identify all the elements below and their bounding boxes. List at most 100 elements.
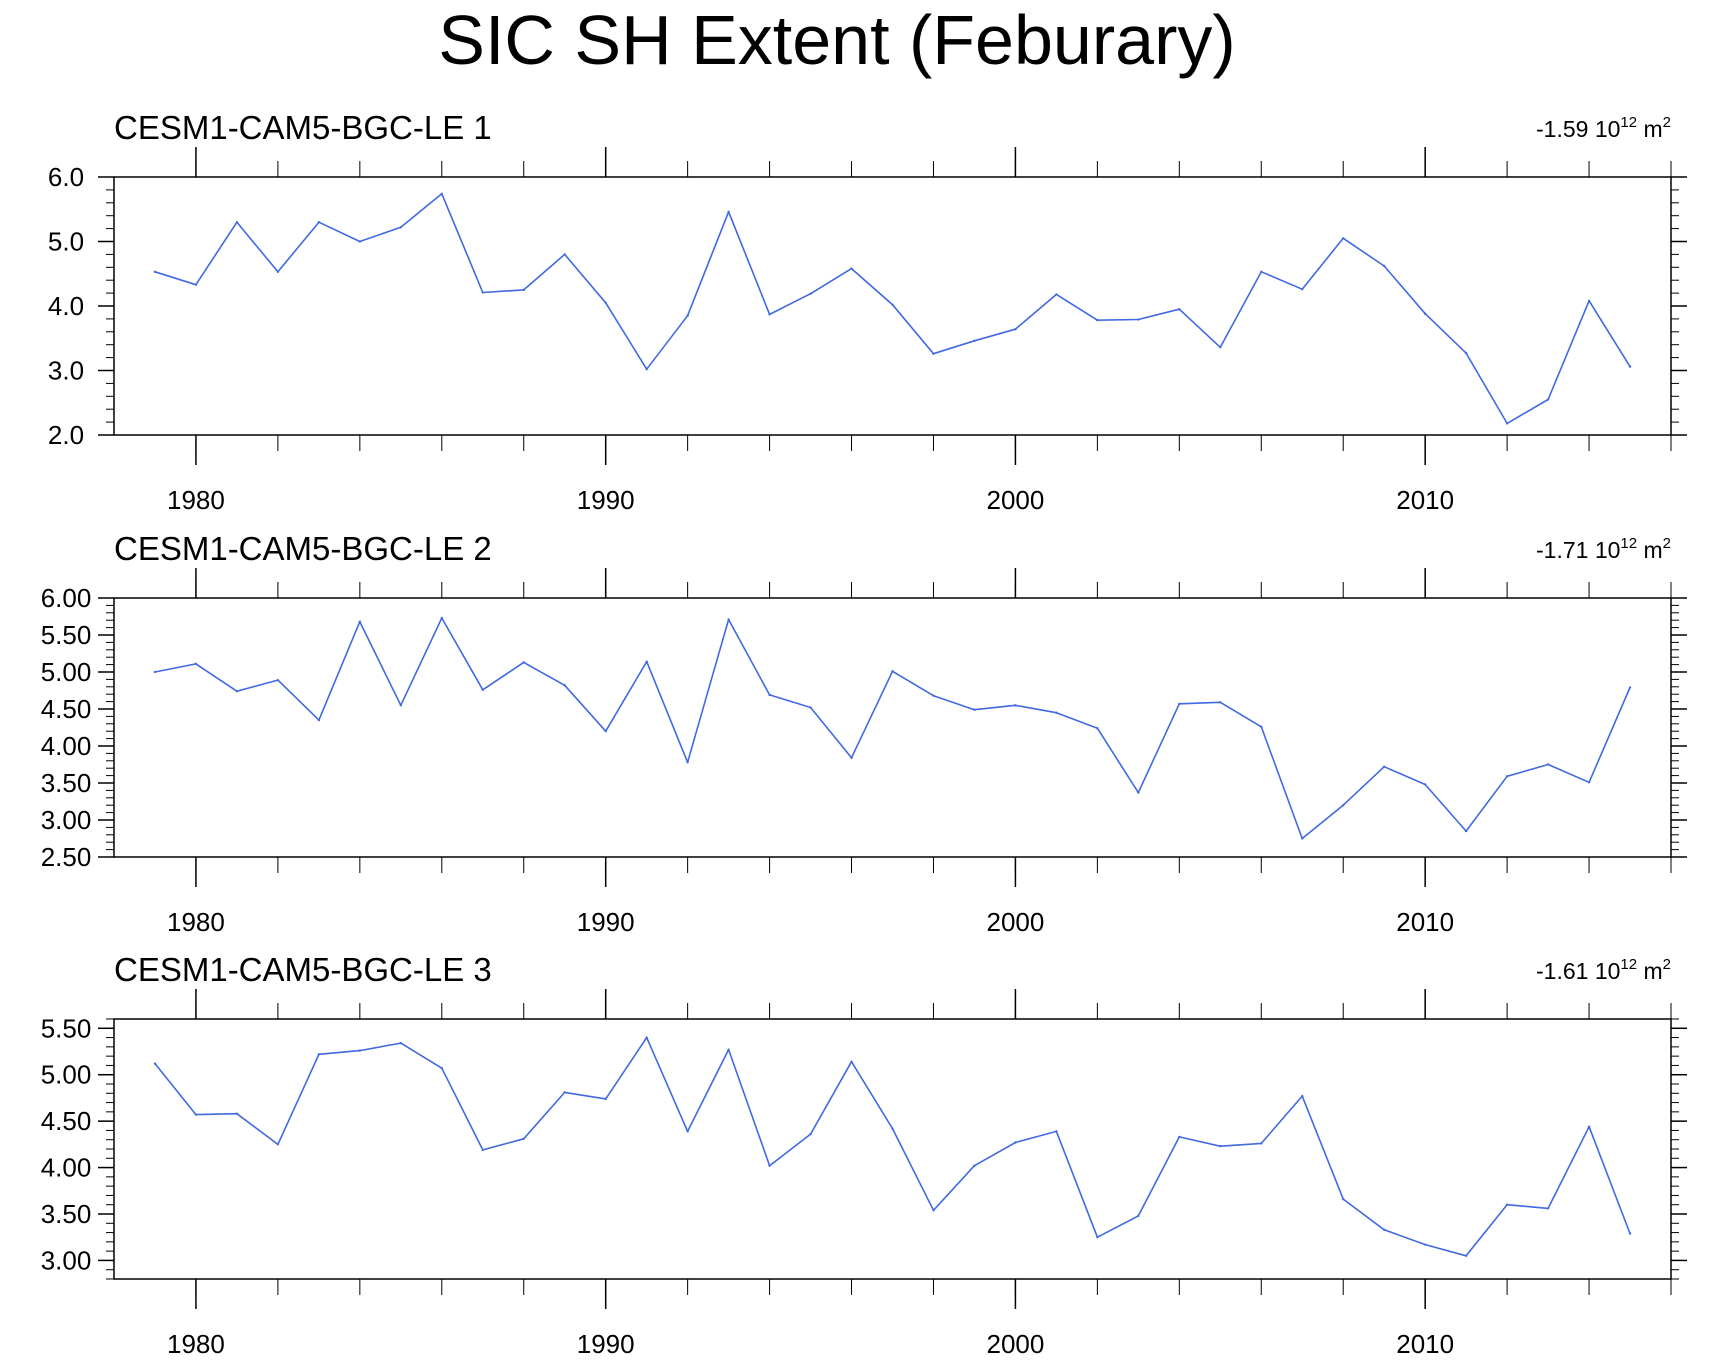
data-point [194, 1113, 198, 1116]
data-point [604, 301, 607, 304]
plot-frame [113, 176, 1672, 436]
data-point [1423, 1243, 1427, 1246]
superscript: 12 [1620, 114, 1637, 131]
superscript: 12 [1620, 956, 1637, 973]
data-point [973, 1164, 976, 1167]
data-point [481, 1148, 484, 1152]
data-point [850, 1060, 853, 1063]
data-point [194, 662, 198, 666]
data-point [1628, 365, 1632, 368]
data-point [1014, 704, 1017, 707]
plot-frame [113, 1018, 1672, 1280]
data-point [1219, 1145, 1222, 1148]
data-point [891, 1127, 894, 1130]
data-point [1055, 1130, 1058, 1133]
y-tick-label: 3.50 [41, 1199, 92, 1229]
data-point [604, 730, 607, 733]
data-point [563, 1091, 566, 1094]
data-point [1055, 293, 1058, 296]
data-point [1464, 829, 1468, 833]
data-point [1423, 312, 1427, 315]
data-point [1301, 837, 1304, 840]
data-point [1382, 765, 1386, 768]
y-tick-label: 6.0 [48, 162, 84, 192]
data-point [1423, 783, 1427, 786]
series-line [154, 617, 1631, 840]
data-point [1342, 804, 1345, 807]
data-point [194, 283, 198, 286]
data-point [850, 756, 853, 760]
data-point [1096, 1236, 1099, 1239]
superscript: 2 [1663, 956, 1671, 973]
data-point [686, 1130, 689, 1133]
data-point [1014, 328, 1017, 331]
data-point [153, 1062, 157, 1065]
data-point [1382, 264, 1386, 268]
y-tick-label: 4.50 [41, 694, 92, 724]
data-point [235, 1112, 239, 1115]
data-point [768, 693, 771, 697]
x-tick-label: 1990 [577, 485, 635, 515]
data-point [235, 690, 239, 693]
x-tick-label: 1980 [167, 485, 225, 515]
data-point [645, 660, 648, 663]
x-tick-label: 2010 [1396, 485, 1454, 515]
data-point [1587, 1125, 1591, 1128]
figure-title: SIC SH Extent (Feburary) [438, 1, 1235, 79]
y-tick-label: 3.00 [41, 1245, 92, 1275]
data-point [1464, 351, 1468, 355]
superscript: 12 [1620, 535, 1637, 552]
data-point [522, 288, 525, 292]
panel-3: 3.00 3.50 4.00 4.50 5.00 5.50 1980 1990 2000 2010… [41, 951, 1687, 1359]
data-point [1137, 1214, 1140, 1218]
superscript: 2 [1663, 535, 1671, 552]
data-point [1342, 1197, 1345, 1201]
data-point [1628, 686, 1632, 689]
data-point [563, 253, 566, 256]
x-tick-label: 2000 [986, 907, 1044, 937]
data-point [399, 226, 403, 229]
y-tick-label: 3.00 [41, 805, 92, 835]
data-point [358, 1049, 362, 1052]
data-point [276, 270, 280, 274]
data-point [481, 688, 484, 691]
data-point [1546, 398, 1550, 401]
y-tick-label: 4.00 [41, 1153, 92, 1183]
x-tick-label: 1980 [167, 907, 225, 937]
data-point [1260, 270, 1263, 274]
superscript: 2 [1663, 114, 1671, 131]
data-point [1587, 781, 1591, 784]
data-point [1219, 346, 1222, 349]
panel-title: CESM1-CAM5-BGC-LE 2 [114, 530, 492, 567]
data-point [645, 1036, 648, 1039]
y-tick-label: 5.00 [41, 657, 92, 687]
data-point [276, 1143, 280, 1146]
data-point [1301, 1094, 1304, 1098]
data-point [1342, 237, 1345, 240]
data-point [1178, 308, 1181, 311]
panel-1: 2.0 3.0 4.0 5.0 6.0 1980 1990 2000 2010 CESM1-CAM… [48, 109, 1687, 515]
panel-2: 2.50 3.00 3.50 4.00 4.50 5.00 5.50 6.00 1980 1990… [41, 530, 1687, 937]
data-point [727, 618, 730, 621]
data-point [481, 291, 484, 294]
data-point [1505, 775, 1509, 778]
x-tick-label: 1990 [577, 1329, 635, 1359]
data-point [1546, 1207, 1550, 1210]
data-point [768, 1164, 771, 1167]
data-point [1178, 702, 1181, 706]
y-tick-label: 3.0 [48, 356, 84, 386]
data-point [1260, 725, 1263, 728]
panel-title: CESM1-CAM5-BGC-LE 1 [114, 109, 492, 146]
data-point [1055, 711, 1058, 714]
x-tick-label: 2010 [1396, 1329, 1454, 1359]
y-tick-label: 4.00 [41, 731, 92, 761]
data-point [1464, 1254, 1468, 1257]
x-tick-label: 2000 [986, 1329, 1044, 1359]
data-point [809, 706, 812, 709]
panel-title: CESM1-CAM5-BGC-LE 3 [114, 951, 492, 988]
annotation-text: m [1637, 537, 1663, 563]
annotation-text: -1.61 10 [1536, 958, 1620, 984]
data-point [1178, 1135, 1181, 1139]
data-point [727, 1048, 730, 1051]
y-tick-label: 5.0 [48, 227, 84, 257]
